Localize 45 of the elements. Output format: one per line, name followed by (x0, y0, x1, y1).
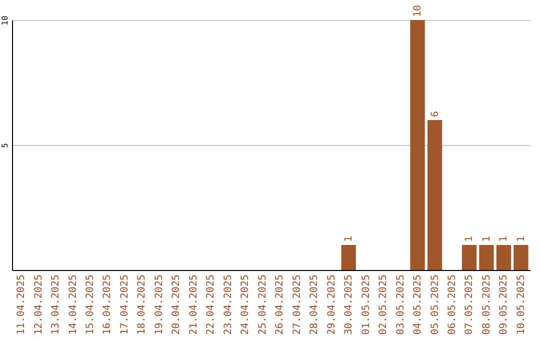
data-label: 1 (516, 236, 527, 242)
bar (410, 20, 425, 270)
x-tick-label: 20.04.2025 (171, 274, 182, 335)
bar (341, 245, 356, 270)
x-tick-label: 03.05.2025 (395, 274, 406, 335)
data-label: 1 (464, 236, 476, 242)
x-tick-label: 13.04.2025 (50, 274, 62, 335)
bar (427, 120, 442, 270)
x-tick-label: 12.04.2025 (33, 274, 44, 335)
x-tick-label: 29.04.2025 (326, 274, 338, 335)
x-tick-label: 23.04.2025 (222, 274, 234, 335)
x-tick-label: 01.05.2025 (360, 274, 372, 335)
x-tick-label: 14.04.2025 (68, 274, 79, 335)
x-tick-label: 08.05.2025 (481, 274, 492, 335)
x-tick-label: 22.04.2025 (206, 274, 217, 335)
data-label: 1 (498, 236, 510, 242)
x-tick-label: 06.05.2025 (447, 274, 458, 335)
x-tick-label: 26.04.2025 (274, 274, 286, 335)
x-tick-label: 25.04.2025 (257, 274, 268, 335)
bar (496, 245, 512, 270)
x-tick-label: 30.04.2025 (344, 274, 355, 335)
x-tick-label: 27.04.2025 (292, 274, 303, 335)
x-tick-label: 04.05.2025 (412, 274, 424, 335)
x-tick-label: 28.04.2025 (309, 274, 320, 335)
bar (514, 245, 528, 270)
x-tick-label: 10.05.2025 (516, 274, 527, 335)
data-label: 1 (344, 236, 355, 242)
x-tick-label: 21.04.2025 (188, 274, 200, 335)
x-tick-label: 11.04.2025 (16, 274, 28, 335)
x-tick-label: 24.04.2025 (240, 274, 252, 335)
data-label: 6 (430, 110, 441, 117)
x-tick-label: 02.05.2025 (378, 274, 390, 335)
bar (479, 245, 494, 270)
x-tick-label: 15.04.2025 (85, 274, 96, 335)
x-tick-label: 19.04.2025 (154, 274, 165, 335)
data-label: 10 (412, 4, 424, 17)
x-tick-label: 17.04.2025 (119, 274, 130, 335)
x-tick-label: 09.05.2025 (498, 274, 510, 335)
x-tick-label: 07.05.2025 (464, 274, 476, 335)
data-label: 1 (481, 236, 492, 242)
x-tick-label: 05.05.2025 (430, 274, 441, 335)
x-tick-label: 18.04.2025 (136, 274, 148, 335)
bar (462, 245, 477, 270)
x-tick-label: 16.04.2025 (102, 274, 114, 335)
y-tick-label: 5 (0, 142, 10, 148)
